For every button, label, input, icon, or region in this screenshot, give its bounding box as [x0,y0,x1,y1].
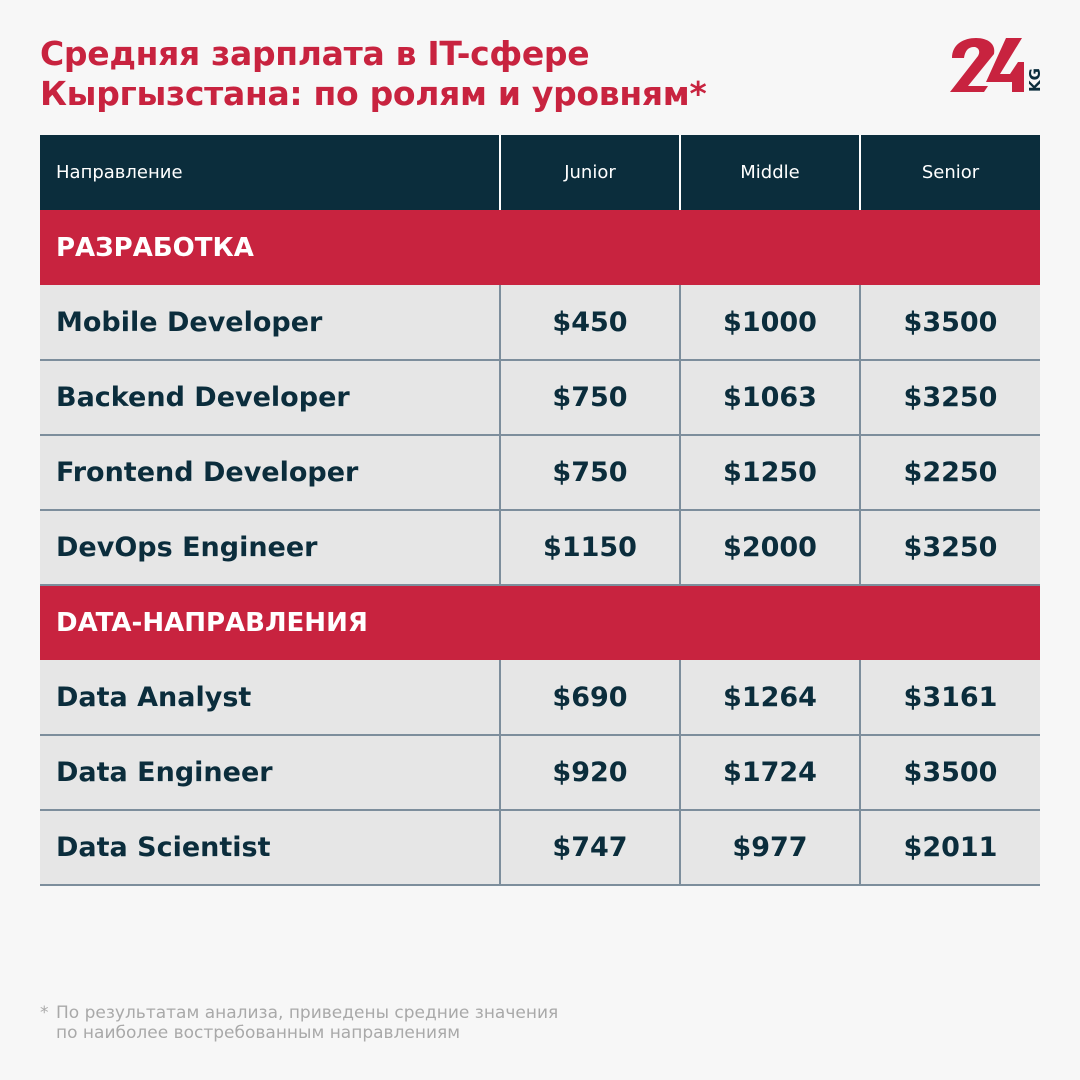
section-header: РАЗРАБОТКА [40,210,1040,285]
table-row: Data Analyst $690 $1264 $3161 [40,660,1040,736]
middle-salary: $1724 [679,735,860,811]
table-row: Backend Developer $750 $1063 $3250 [40,360,1040,436]
svg-text:KG: KG [1026,68,1044,92]
middle-salary: $2000 [679,510,860,586]
header-senior: Senior [859,135,1040,210]
junior-salary: $750 [499,360,680,436]
role-name: Mobile Developer [40,285,500,361]
role-name: DevOps Engineer [40,510,500,586]
junior-salary: $450 [499,285,680,361]
footnote: * По результатам анализа, приведены сред… [40,1003,558,1043]
table-row: Frontend Developer $750 $1250 $2250 [40,435,1040,511]
table-row: Mobile Developer $450 $1000 $3500 [40,285,1040,361]
salary-table: Направление Junior Middle Senior РАЗРАБО… [40,135,1040,886]
table-row: Data Scientist $747 $977 $2011 [40,810,1040,886]
senior-salary: $3250 [859,510,1040,586]
table-row: Data Engineer $920 $1724 $3500 [40,735,1040,811]
section-title: DATA-НАПРАВЛЕНИЯ [40,585,1040,660]
table-row: DevOps Engineer $1150 $2000 $3250 [40,510,1040,586]
header-middle: Middle [679,135,860,210]
role-name: Data Engineer [40,735,500,811]
senior-salary: $3250 [859,360,1040,436]
senior-salary: $3500 [859,735,1040,811]
24kg-logo: KG [950,38,1044,92]
role-name: Data Analyst [40,660,500,736]
senior-salary: $2250 [859,435,1040,511]
role-name: Backend Developer [40,360,500,436]
junior-salary: $920 [499,735,680,811]
header-junior: Junior [499,135,680,210]
role-name: Data Scientist [40,810,500,886]
page-title: Средняя зарплата в IT-сфере Кыргызстана:… [40,34,707,114]
middle-salary: $1000 [679,285,860,361]
title-line-1: Средняя зарплата в IT-сфере [40,34,590,73]
footnote-line-2: по наиболее востребованным направлениям [56,1023,461,1043]
senior-salary: $3161 [859,660,1040,736]
footnote-mark: * [40,1003,49,1023]
section-header: DATA-НАПРАВЛЕНИЯ [40,585,1040,660]
middle-salary: $1264 [679,660,860,736]
header-direction: Направление [40,135,500,210]
table-header: Направление Junior Middle Senior [40,135,1040,210]
senior-salary: $3500 [859,285,1040,361]
middle-salary: $977 [679,810,860,886]
junior-salary: $747 [499,810,680,886]
title-line-2: Кыргызстана: по ролям и уровням* [40,74,707,113]
role-name: Frontend Developer [40,435,500,511]
senior-salary: $2011 [859,810,1040,886]
footnote-line-1: По результатам анализа, приведены средни… [56,1003,559,1023]
junior-salary: $750 [499,435,680,511]
junior-salary: $1150 [499,510,680,586]
section-title: РАЗРАБОТКА [40,210,1040,285]
middle-salary: $1250 [679,435,860,511]
junior-salary: $690 [499,660,680,736]
middle-salary: $1063 [679,360,860,436]
